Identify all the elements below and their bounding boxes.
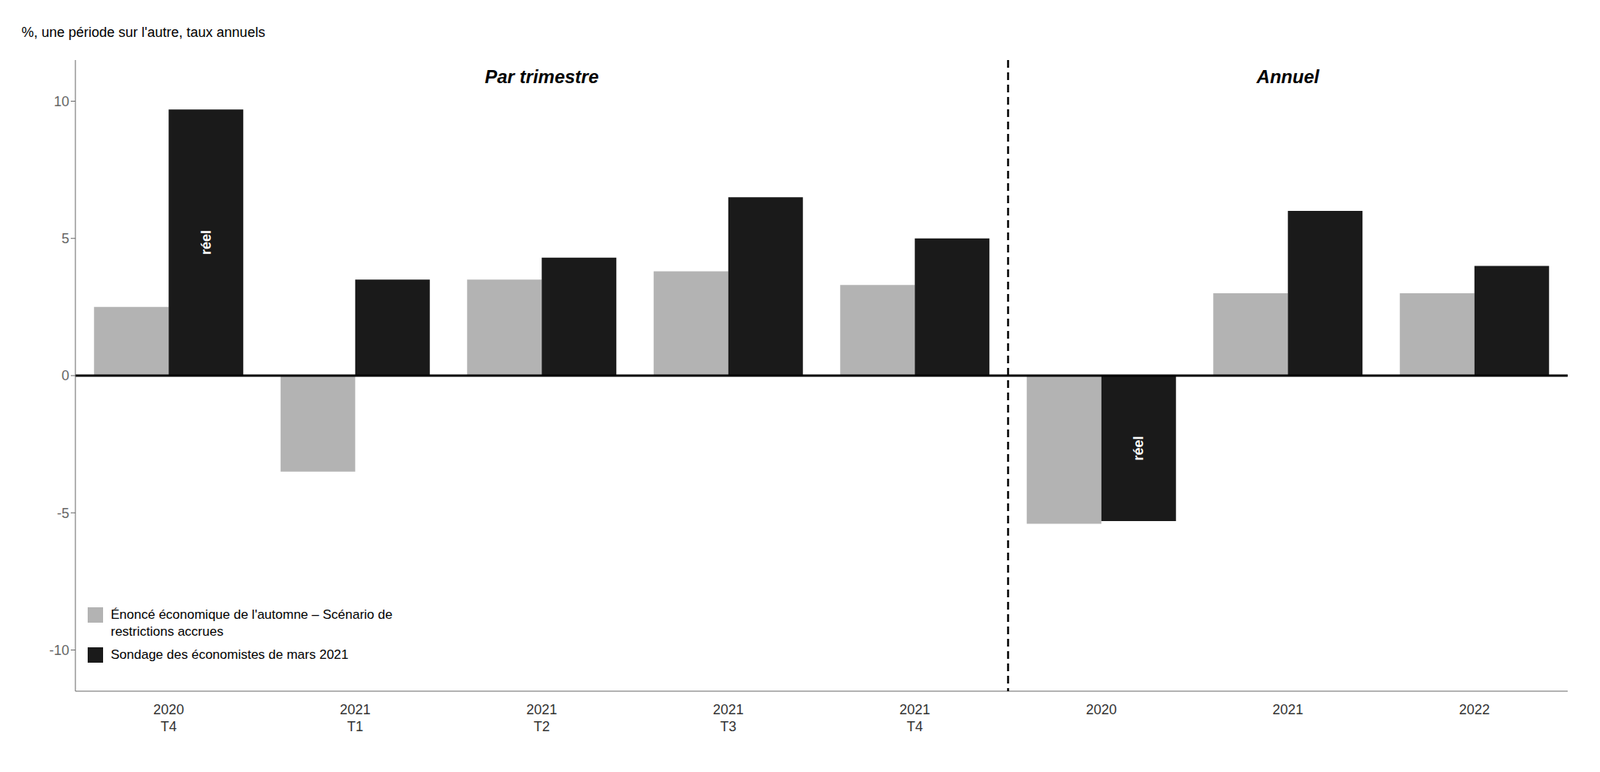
svg-text:2020T4: 2020T4	[153, 701, 184, 734]
html-text:Sondage des économistes de mar: Sondage des économistes de mars 2021	[110, 646, 349, 662]
svg-text:Par trimestre: Par trimestre	[484, 66, 599, 87]
svg-text:-5: -5	[56, 505, 70, 521]
svg-text:réel: réel	[198, 230, 214, 255]
svg-text:5: 5	[61, 230, 70, 247]
html-text:Énoncé économique de l'automne: Énoncé économique de l'automne – Scénari…	[110, 606, 393, 639]
svg-text:2021T4: 2021T4	[899, 701, 930, 734]
svg-text:%, une période sur l'autre, ta: %, une période sur l'autre, taux annuels	[21, 24, 266, 40]
svg-text:réel: réel	[1130, 435, 1147, 460]
svg-text:Annuel: Annuel	[1256, 66, 1321, 87]
svg-text:2021T2: 2021T2	[526, 701, 557, 734]
svg-text:2021T3: 2021T3	[713, 701, 744, 734]
svg-text:2021T1: 2021T1	[340, 701, 371, 734]
svg-text:10: 10	[53, 93, 70, 110]
svg-text:2022: 2022	[1459, 701, 1490, 717]
svg-text:2021: 2021	[1272, 701, 1304, 717]
svg-text:2020: 2020	[1086, 701, 1117, 717]
svg-text:-10: -10	[49, 642, 70, 658]
svg-text:0: 0	[61, 367, 70, 384]
